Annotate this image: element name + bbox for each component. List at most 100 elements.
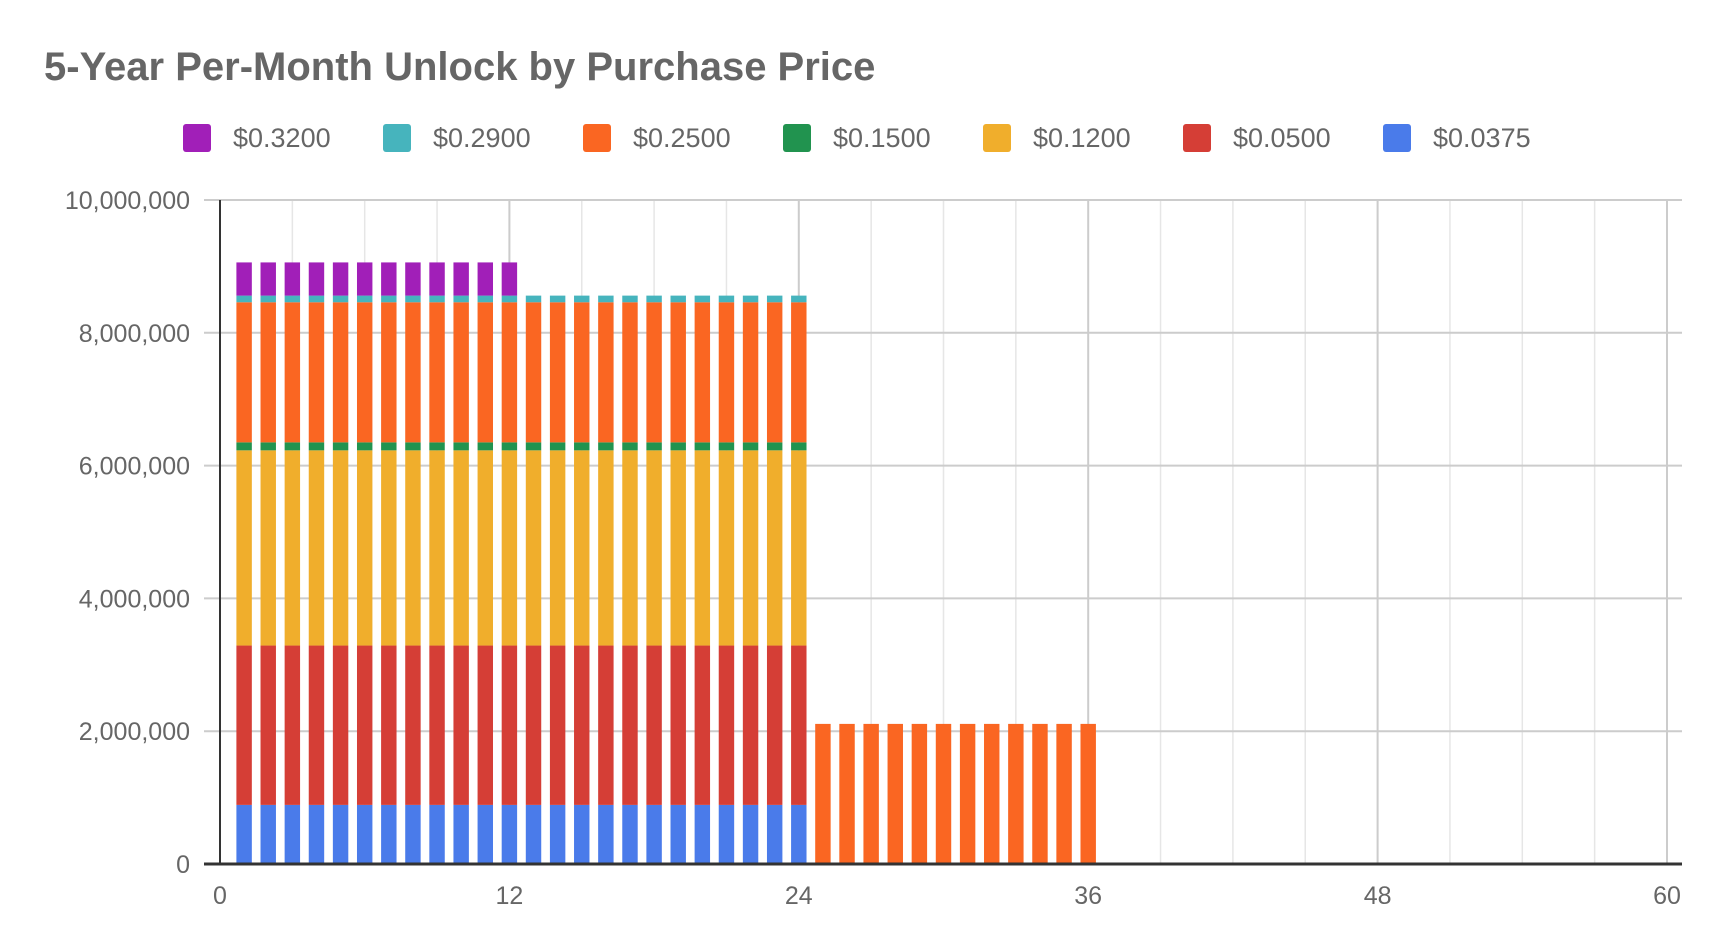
bar-segment-02900-month-10 bbox=[453, 295, 469, 303]
bar-segment-02500-month-26 bbox=[839, 723, 855, 864]
bar-segment-02500-month-10 bbox=[453, 302, 469, 443]
bar-segment-01200-month-6 bbox=[356, 450, 373, 646]
bar-segment-03200-month-6 bbox=[356, 262, 373, 296]
bar-segment-01200-month-9 bbox=[429, 450, 445, 646]
bar-segment-00375-month-2 bbox=[260, 804, 276, 864]
bar-segment-03200-month-11 bbox=[477, 262, 494, 296]
bar-segment-00375-month-23 bbox=[766, 804, 783, 864]
legend: $0.3200 $0.2900 $0.2500 $0.1500 $0.1200 $0.05… bbox=[183, 123, 1531, 153]
bar-segment-02500-month-13 bbox=[525, 302, 542, 443]
bar-segment-02900-month-8 bbox=[405, 295, 421, 303]
bar-segment-02500-month-23 bbox=[766, 302, 783, 443]
bar-segment-00500-month-8 bbox=[405, 645, 421, 805]
bar-segment-00375-month-11 bbox=[477, 804, 494, 864]
bar-segment-00500-month-2 bbox=[260, 645, 276, 805]
bar-segment-03200-month-1 bbox=[236, 262, 252, 296]
bar-segment-02900-month-16 bbox=[598, 295, 614, 303]
bar-segment-02500-month-22 bbox=[742, 302, 759, 443]
bar-segment-03200-month-10 bbox=[453, 262, 469, 296]
bar-segment-00500-month-10 bbox=[453, 645, 469, 805]
bar-segment-00375-month-20 bbox=[694, 804, 711, 864]
bar-segment-00500-month-19 bbox=[670, 645, 686, 805]
bar-segment-00500-month-16 bbox=[598, 645, 614, 805]
bar-segment-02500-month-5 bbox=[332, 302, 349, 443]
bar-segment-01500-month-13 bbox=[525, 442, 542, 451]
bar-segment-02900-month-11 bbox=[477, 295, 494, 303]
bar-segment-02500-month-34 bbox=[1032, 723, 1048, 864]
bar-segment-00500-month-9 bbox=[429, 645, 445, 805]
y-tick-label: 2,000,000 bbox=[79, 718, 190, 746]
bar-segment-00500-month-1 bbox=[236, 645, 252, 805]
bar-segment-02500-month-7 bbox=[381, 302, 397, 443]
bar-segment-01200-month-1 bbox=[236, 450, 252, 646]
bar-segment-02900-month-17 bbox=[622, 295, 638, 303]
bar-segment-01200-month-22 bbox=[742, 450, 759, 646]
bar-segment-03200-month-9 bbox=[429, 262, 445, 296]
y-tick-label: 0 bbox=[176, 851, 190, 879]
bar-segment-02900-month-23 bbox=[766, 295, 783, 303]
bar-segment-01500-month-23 bbox=[766, 442, 783, 451]
bar-segment-02900-month-15 bbox=[574, 295, 590, 303]
bar-segment-01200-month-20 bbox=[694, 450, 711, 646]
bar-segment-00375-month-19 bbox=[670, 804, 686, 864]
bar-segment-02500-month-31 bbox=[959, 723, 976, 864]
bar-segment-01200-month-18 bbox=[646, 450, 662, 646]
bar-segment-02500-month-17 bbox=[622, 302, 638, 443]
bar-segment-02500-month-4 bbox=[308, 302, 325, 443]
bar-segment-01500-month-8 bbox=[405, 442, 421, 451]
bar-segment-00500-month-7 bbox=[381, 645, 397, 805]
legend-swatch bbox=[383, 124, 411, 152]
bar-segment-02500-month-35 bbox=[1056, 723, 1072, 864]
bar-segment-03200-month-8 bbox=[405, 262, 421, 296]
y-tick-label: 8,000,000 bbox=[79, 320, 190, 348]
bar-segment-01200-month-11 bbox=[477, 450, 494, 646]
bar-segment-00375-month-5 bbox=[332, 804, 349, 864]
bar-segment-02500-month-14 bbox=[549, 302, 566, 443]
bar-segment-00500-month-17 bbox=[622, 645, 638, 805]
bar-segment-02900-month-6 bbox=[356, 295, 373, 303]
bar-segment-01200-month-12 bbox=[501, 450, 518, 646]
bar-segment-01500-month-19 bbox=[670, 442, 686, 451]
bar-segment-01200-month-4 bbox=[308, 450, 325, 646]
bar-segment-00375-month-8 bbox=[405, 804, 421, 864]
legend-label: $0.0375 bbox=[1433, 123, 1531, 153]
bar-segment-02500-month-25 bbox=[815, 723, 831, 864]
bar-segment-02900-month-21 bbox=[718, 295, 735, 303]
bar-segment-00375-month-9 bbox=[429, 804, 445, 864]
bar-segment-01500-month-4 bbox=[308, 442, 325, 451]
legend-label: $0.2500 bbox=[633, 123, 731, 153]
bar-segment-02900-month-18 bbox=[646, 295, 662, 303]
bar-segment-01200-month-16 bbox=[598, 450, 614, 646]
x-tick-label: 36 bbox=[1074, 882, 1102, 910]
bar-segment-00500-month-20 bbox=[694, 645, 711, 805]
legend-label: $0.2900 bbox=[433, 123, 531, 153]
bar-segment-02500-month-29 bbox=[911, 723, 928, 864]
bar-segment-00500-month-11 bbox=[477, 645, 494, 805]
bar-segment-01200-month-19 bbox=[670, 450, 686, 646]
bar-segment-02900-month-24 bbox=[791, 295, 807, 303]
bar-segment-01500-month-16 bbox=[598, 442, 614, 451]
bar-segment-02500-month-16 bbox=[598, 302, 614, 443]
bar-segment-02500-month-33 bbox=[1008, 723, 1024, 864]
bar-segment-03200-month-3 bbox=[284, 262, 301, 296]
bar-segment-01500-month-5 bbox=[332, 442, 349, 451]
bar-segment-00500-month-4 bbox=[308, 645, 325, 805]
bar-segment-02500-month-21 bbox=[718, 302, 735, 443]
bar-segment-01500-month-6 bbox=[356, 442, 373, 451]
bar-segment-00500-month-14 bbox=[549, 645, 566, 805]
legend-label: $0.0500 bbox=[1233, 123, 1331, 153]
bar-segment-01500-month-14 bbox=[549, 442, 566, 451]
bar-segment-01500-month-15 bbox=[574, 442, 590, 451]
legend-swatch bbox=[1383, 124, 1411, 152]
bar-segment-02500-month-1 bbox=[236, 302, 252, 443]
bar-segment-02500-month-3 bbox=[284, 302, 301, 443]
bar-segment-00375-month-24 bbox=[791, 804, 807, 864]
x-tick-label: 12 bbox=[495, 882, 523, 910]
bar-segment-00500-month-24 bbox=[791, 645, 807, 805]
bar-segment-02900-month-20 bbox=[694, 295, 711, 303]
bar-segment-02900-month-5 bbox=[332, 295, 349, 303]
legend-swatch bbox=[783, 124, 811, 152]
bar-segment-01200-month-21 bbox=[718, 450, 735, 646]
bar-segment-02900-month-2 bbox=[260, 295, 276, 303]
